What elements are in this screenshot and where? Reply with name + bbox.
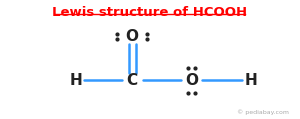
Text: H: H bbox=[244, 73, 257, 88]
Text: C: C bbox=[127, 73, 138, 88]
Text: O: O bbox=[126, 29, 139, 44]
Text: H: H bbox=[70, 73, 83, 88]
Text: Lewis structure of HCOOH: Lewis structure of HCOOH bbox=[52, 5, 247, 19]
Text: © pediabay.com: © pediabay.com bbox=[237, 109, 289, 115]
Text: O: O bbox=[185, 73, 198, 88]
